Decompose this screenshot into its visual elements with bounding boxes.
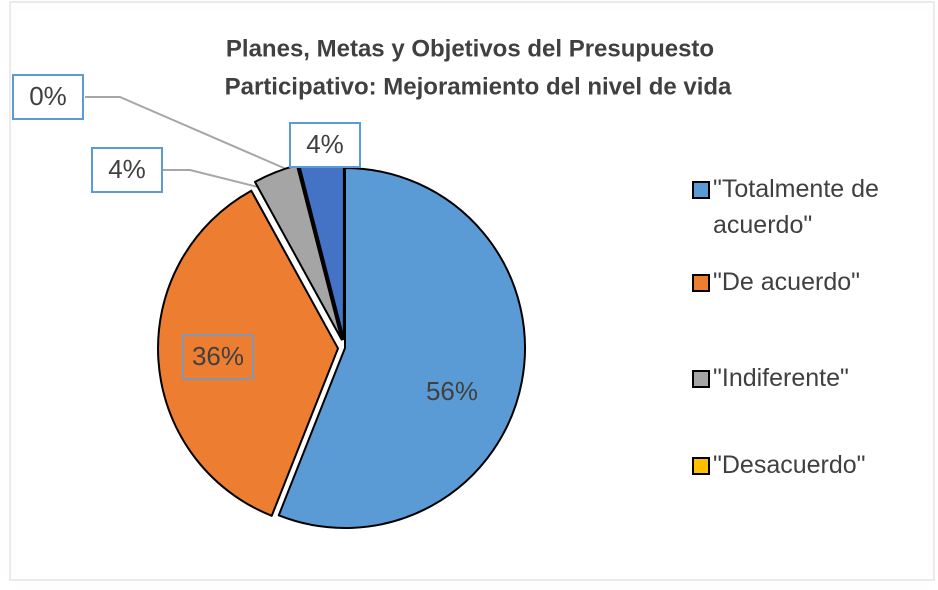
data-label: 0% — [29, 81, 67, 111]
leader-line — [85, 96, 301, 176]
data-label-box — [12, 74, 84, 120]
data-label: 4% — [306, 129, 344, 159]
chart-title: Participativo: Mejoramiento del nivel de… — [225, 73, 732, 100]
legend-swatch — [692, 370, 710, 388]
legend-swatch — [692, 181, 710, 199]
legend-label: "Indiferente" — [713, 364, 849, 392]
data-label-box — [289, 122, 361, 168]
legend-swatch — [692, 274, 710, 292]
chart-border — [9, 1, 935, 581]
leader-line — [163, 169, 263, 189]
legend-label: "De acuerdo" — [713, 268, 860, 296]
data-label: 56% — [426, 376, 478, 406]
legend-label: "Totalmente de acuerdo" — [713, 175, 879, 239]
data-label: 36% — [192, 341, 244, 371]
legend-label: "Desacuerdo" — [713, 451, 866, 479]
pie-slice — [277, 167, 526, 529]
data-label-box — [182, 334, 254, 380]
legend-swatch — [692, 457, 710, 475]
chart-title: Planes, Metas y Objetivos del Presupuest… — [226, 35, 714, 62]
data-label-box — [91, 147, 163, 193]
data-label: 4% — [108, 154, 146, 184]
pie-slice — [157, 189, 340, 517]
